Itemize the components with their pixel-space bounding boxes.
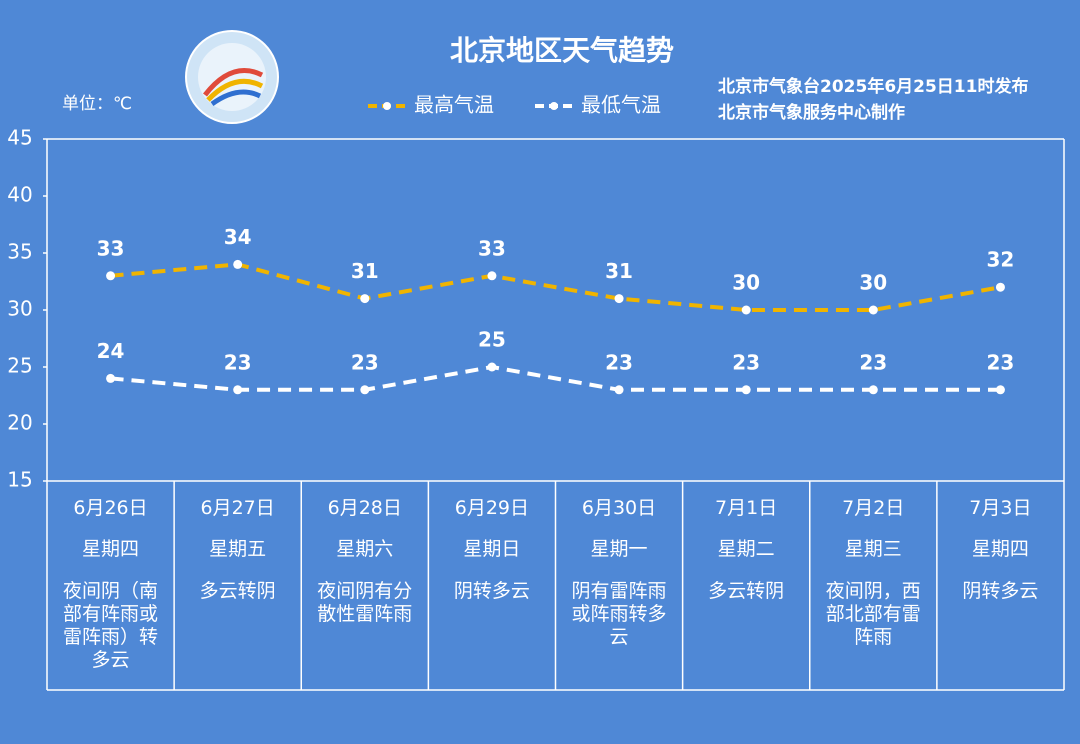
logo [185,30,279,124]
data-label: 33 [478,236,506,260]
legend-dot [550,102,558,110]
y-tick-label: 15 [7,468,32,492]
weather: 夜间阴（南部有阵雨或雷阵雨）转多云 [62,580,158,671]
series-line [110,262,1001,312]
weekday: 星期日 [463,538,521,560]
date: 6月27日 [200,497,275,519]
data-point [614,294,624,304]
weekday: 星期一 [590,538,648,560]
data-point [614,385,624,395]
data-label: 23 [351,350,379,374]
data-point [487,362,497,372]
data-point [995,385,1005,395]
data-label: 23 [605,350,633,374]
data-label: 23 [732,350,760,374]
data-point [233,385,243,395]
legend-label: 最高气温 [414,93,494,117]
weather: 阴转多云 [453,580,530,602]
y-tick-label: 45 [7,126,32,150]
weekday: 星期四 [81,538,139,560]
weather: 阴转多云 [962,580,1039,602]
y-tick-label: 35 [7,240,32,264]
data-point [360,385,370,395]
y-tick-label: 25 [7,354,32,378]
weather: 阴有雷阵雨或阵雨转多云 [571,580,667,648]
data-point [106,271,116,281]
weekday: 星期三 [844,538,902,560]
data-label: 32 [987,248,1015,272]
legend-dot [383,102,391,110]
data-point [868,385,878,395]
data-point [995,282,1005,292]
y-tick-label: 40 [7,183,32,207]
y-tick-label: 20 [7,411,32,435]
data-label: 30 [859,271,887,295]
date: 7月2日 [842,497,905,519]
unit-label: 单位：℃ [62,94,132,114]
weekday: 星期五 [209,538,267,560]
data-label: 23 [224,350,252,374]
weather: 多云转阴 [708,580,785,602]
data-label: 24 [97,339,125,363]
data-point [487,271,497,281]
weather: 夜间阴有分散性雷阵雨 [317,580,413,625]
legend-label: 最低气温 [581,93,661,117]
date: 6月28日 [327,497,402,519]
data-label: 31 [351,259,379,283]
data-label: 25 [478,328,506,352]
weekday: 星期六 [336,538,394,560]
data-point [741,305,751,315]
frame [46,138,1065,691]
chart-title: 北京地区天气趋势 [450,34,674,67]
date: 6月30日 [581,497,657,519]
series-line [110,364,1001,392]
date: 7月1日 [715,497,778,519]
data-label: 33 [97,236,125,260]
weather: 多云转阴 [199,580,276,602]
data-label: 31 [605,259,633,283]
date: 6月29日 [454,497,529,519]
date: 6月26日 [73,497,148,519]
data-point [106,373,116,383]
weekday: 星期四 [971,538,1029,560]
data-label: 23 [859,350,887,374]
issuer: 北京市气象台2025年6月25日11时发布 [718,76,1028,97]
weather: 夜间阴，西部北部有雷阵雨 [825,580,921,648]
date: 7月3日 [969,497,1032,519]
weekday: 星期二 [717,538,775,560]
data-point [233,259,243,269]
data-label: 23 [987,350,1015,374]
data-label: 30 [732,271,760,295]
data-label: 34 [224,225,252,249]
data-point [360,294,370,304]
issuer: 北京市气象服务中心制作 [718,102,905,123]
data-point [868,305,878,315]
data-point [741,385,751,395]
y-tick-label: 30 [7,297,32,321]
